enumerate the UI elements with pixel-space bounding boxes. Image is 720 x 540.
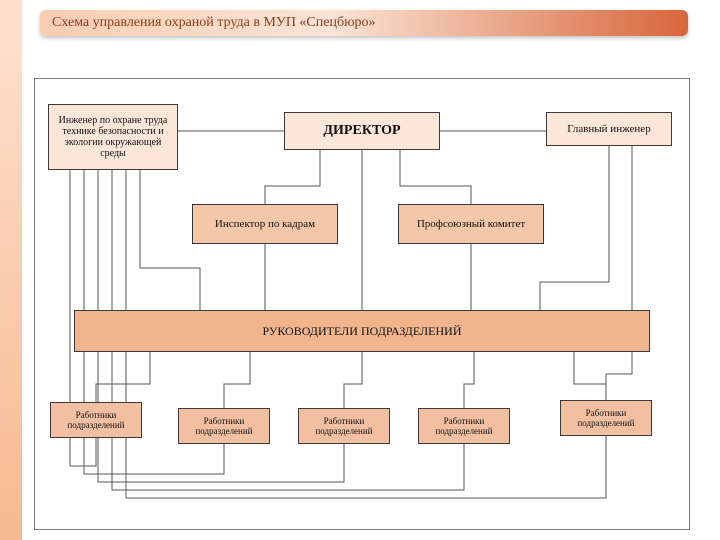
- node-label: Работники подразделений: [195, 416, 252, 436]
- node-director: ДИРЕКТОР: [284, 112, 440, 150]
- node-label: Работники подразделений: [67, 410, 124, 430]
- node-w1: Работники подразделений: [50, 402, 142, 438]
- node-label: ДИРЕКТОР: [323, 123, 400, 139]
- node-managers: РУКОВОДИТЕЛИ ПОДРАЗДЕЛЕНИЙ: [74, 310, 650, 352]
- node-label: Профсоюзный комитет: [417, 218, 525, 230]
- node-label: Инспектор по кадрам: [215, 218, 315, 230]
- node-w2: Работники подразделений: [178, 408, 270, 444]
- node-w4: Работники подразделений: [418, 408, 510, 444]
- node-label: Работники подразделений: [435, 416, 492, 436]
- node-chief_eng: Главный инженер: [546, 112, 672, 146]
- node-hr: Инспектор по кадрам: [192, 204, 338, 244]
- node-label: РУКОВОДИТЕЛИ ПОДРАЗДЕЛЕНИЙ: [262, 324, 461, 339]
- node-engineer: Инженер по охране труда технике безопасн…: [48, 104, 178, 170]
- node-w3: Работники подразделений: [298, 408, 390, 444]
- page-title: Схема управления охраной труда в МУП «Сп…: [40, 10, 688, 36]
- node-label: Работники подразделений: [577, 408, 634, 428]
- node-label: Главный инженер: [567, 123, 650, 135]
- node-label: Инженер по охране труда технике безопасн…: [59, 115, 168, 159]
- node-label: Работники подразделений: [315, 416, 372, 436]
- node-union: Профсоюзный комитет: [398, 204, 544, 244]
- left-accent-band: [0, 0, 22, 540]
- node-w5: Работники подразделений: [560, 400, 652, 436]
